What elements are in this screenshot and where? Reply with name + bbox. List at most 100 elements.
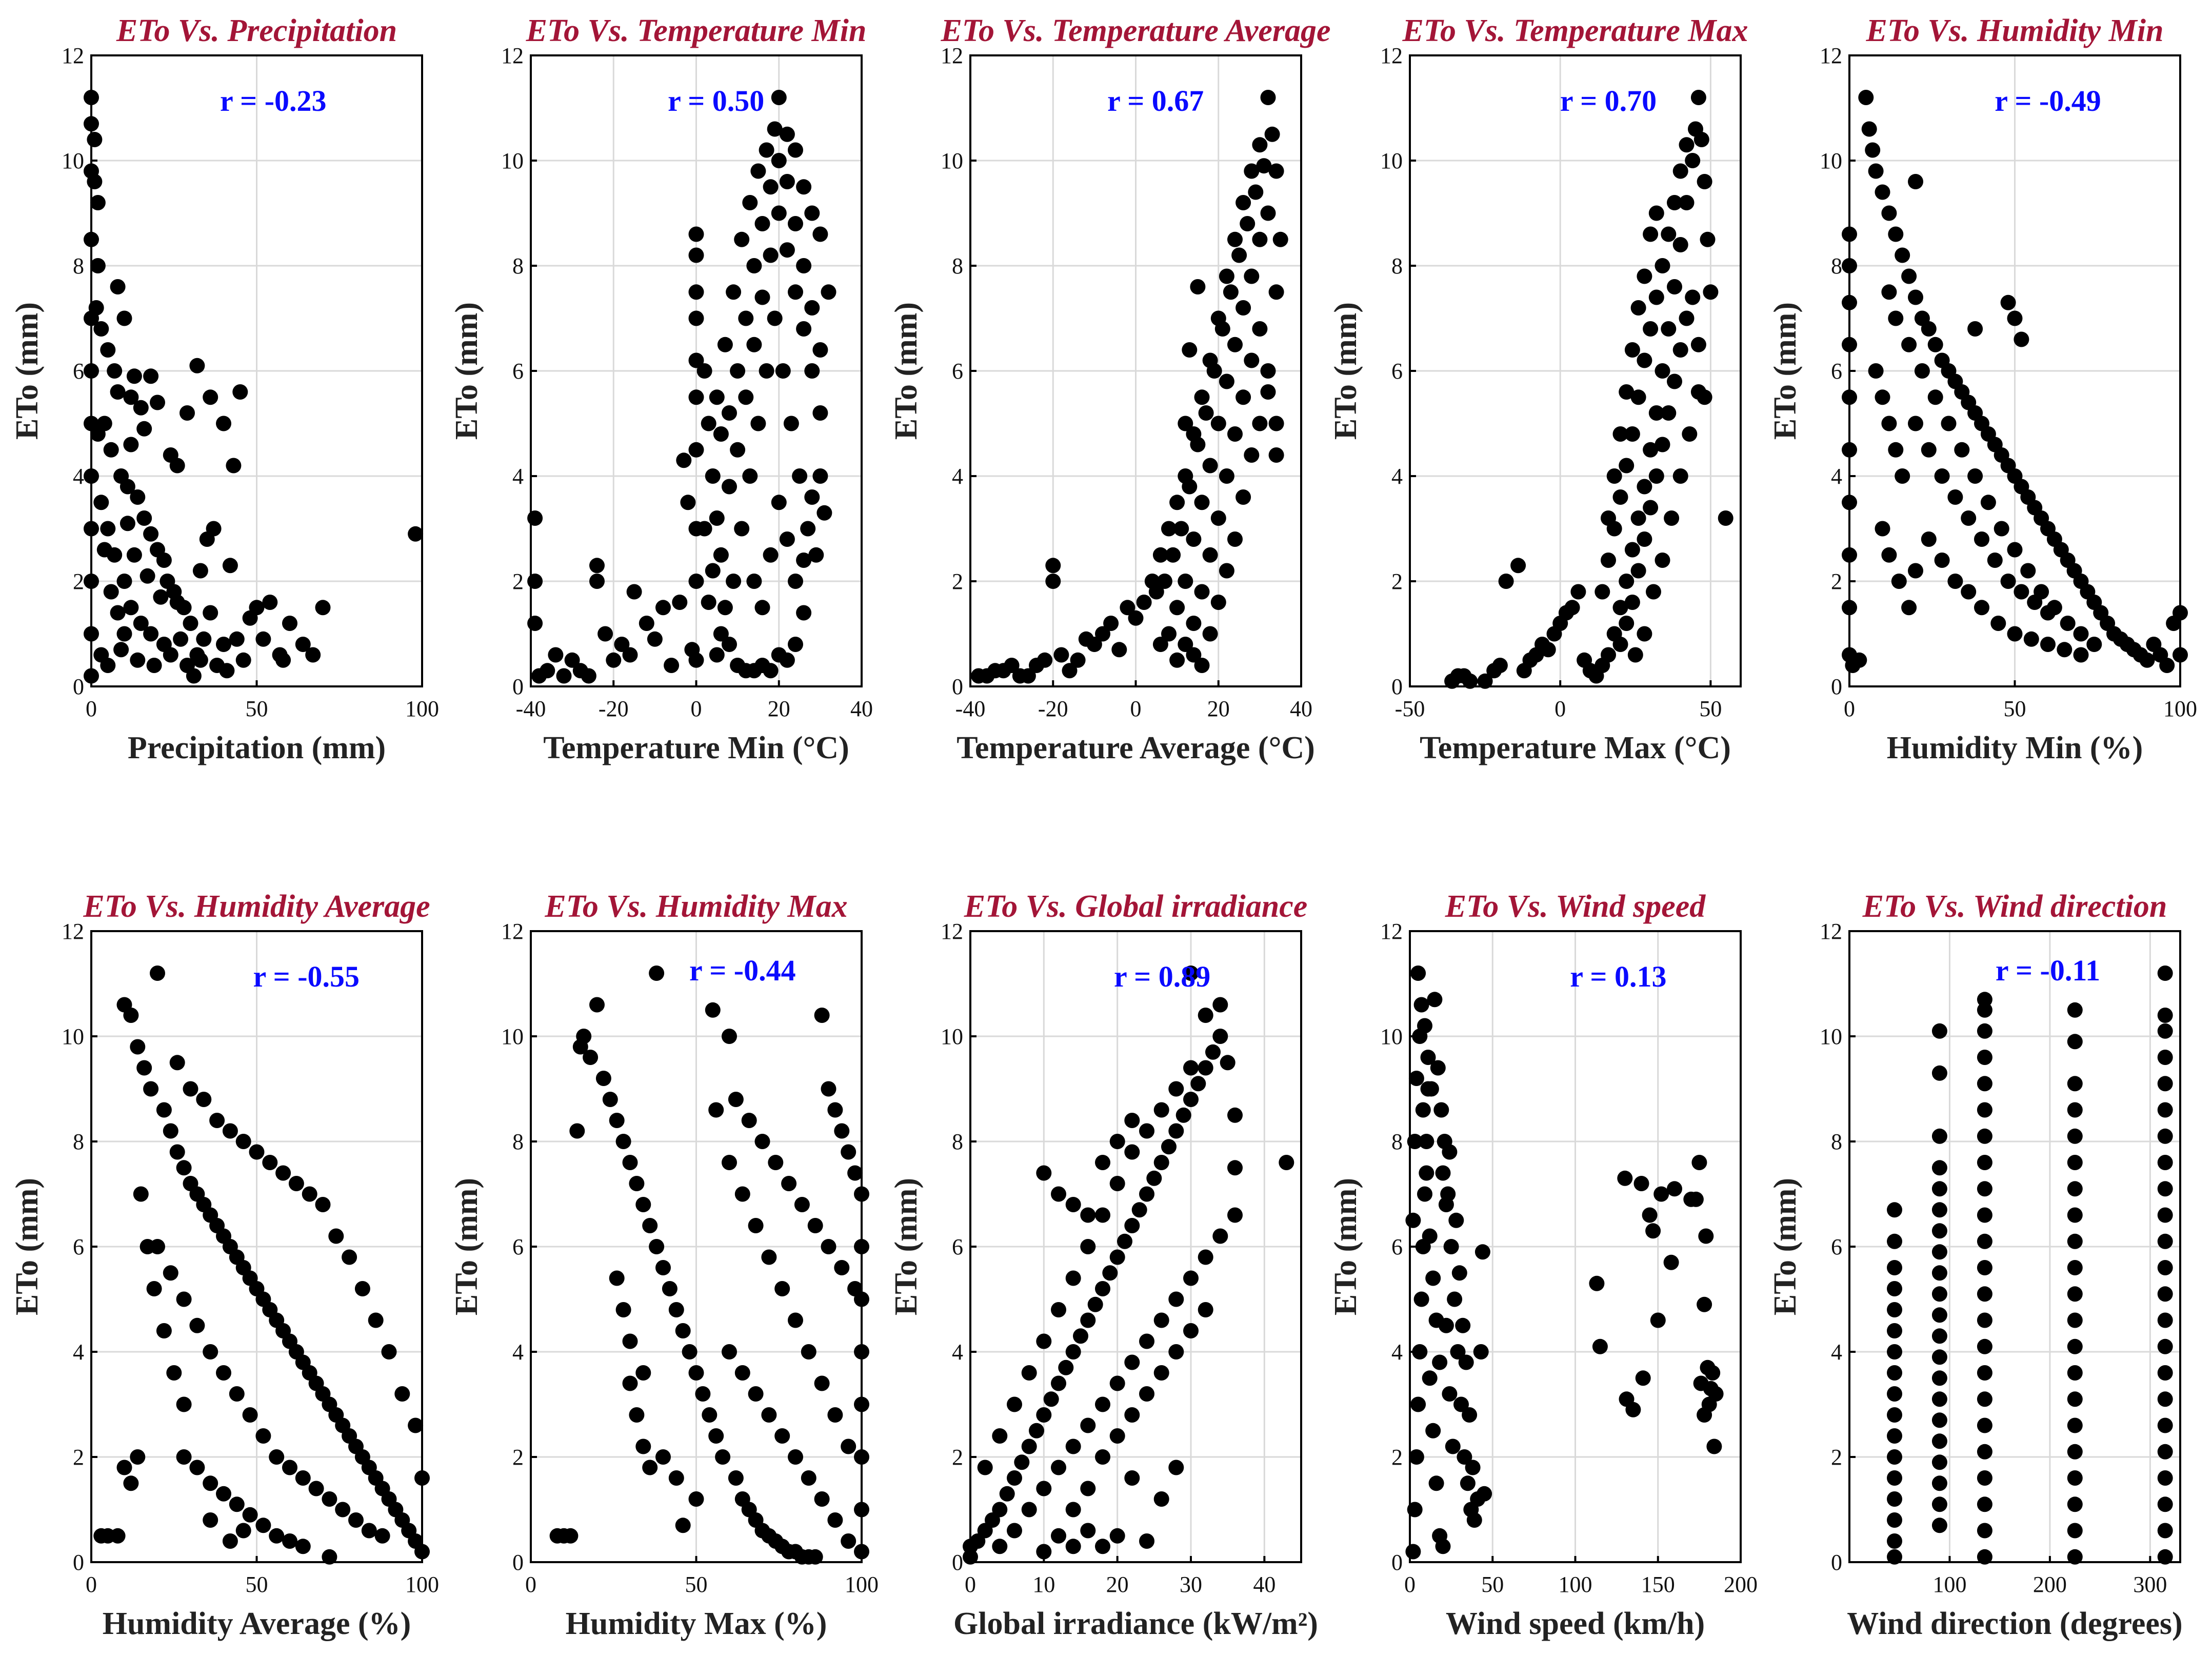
y-tick-label: 6	[73, 1234, 84, 1259]
data-point	[763, 247, 779, 263]
data-point	[1447, 1291, 1463, 1307]
data-point	[1408, 1071, 1424, 1086]
data-point	[1637, 626, 1652, 642]
data-point	[834, 1123, 850, 1139]
y-tick-label: 10	[941, 148, 963, 173]
data-point	[1109, 1249, 1125, 1265]
data-point	[1643, 500, 1659, 516]
data-point	[734, 1186, 750, 1202]
data-point	[569, 1123, 585, 1139]
data-point	[342, 1249, 357, 1265]
data-point	[1888, 226, 1904, 242]
data-point	[1413, 1291, 1429, 1307]
x-tick-label: 100	[845, 1572, 879, 1597]
data-point	[1210, 595, 1226, 610]
data-point	[668, 1470, 684, 1486]
data-point	[1700, 231, 1716, 247]
data-point	[1095, 1396, 1110, 1412]
data-point	[2067, 1391, 2083, 1407]
data-point	[717, 600, 733, 616]
correlation-label: r = -0.49	[1995, 84, 2101, 117]
data-point	[794, 1197, 810, 1212]
data-point	[2067, 1444, 2083, 1460]
data-point	[2157, 1008, 2173, 1023]
data-point	[2067, 1102, 2083, 1118]
data-point	[1455, 1317, 1471, 1333]
data-point	[2067, 1470, 2083, 1486]
data-point	[713, 547, 729, 563]
data-point	[229, 1496, 245, 1512]
y-tick-label: 4	[1831, 464, 1842, 489]
data-point	[1601, 510, 1616, 526]
data-point	[680, 495, 696, 510]
y-tick-label: 0	[1391, 1550, 1403, 1575]
data-point	[116, 626, 132, 642]
data-point	[130, 652, 146, 668]
data-point	[1103, 616, 1119, 631]
data-point	[1124, 1113, 1140, 1128]
data-point	[696, 521, 712, 537]
data-point	[123, 600, 139, 616]
data-point	[189, 1460, 205, 1475]
data-point	[583, 1050, 599, 1065]
data-point	[1931, 1328, 1947, 1344]
data-point	[1037, 652, 1053, 668]
chart-title: ETo Vs. Precipitation	[116, 13, 397, 48]
chart-title: ETo Vs. Humidity Max	[544, 889, 847, 924]
data-point	[1977, 1260, 1992, 1275]
data-point	[136, 1060, 152, 1076]
data-point	[96, 542, 112, 558]
data-point	[763, 547, 779, 563]
data-point	[629, 1176, 645, 1191]
data-point	[675, 1518, 691, 1533]
data-point	[1153, 1491, 1169, 1507]
data-point	[1931, 1518, 1947, 1533]
data-point	[781, 1176, 797, 1191]
data-point	[1148, 584, 1164, 600]
y-axis-label: ETo (mm)	[1328, 1178, 1363, 1315]
data-point	[821, 284, 836, 300]
data-point	[1643, 226, 1659, 242]
data-point	[1601, 553, 1616, 568]
data-point	[1457, 1449, 1472, 1465]
data-point	[2067, 1496, 2083, 1512]
data-point	[1036, 1481, 1052, 1496]
data-point	[1136, 595, 1152, 610]
data-point	[816, 505, 832, 521]
data-point	[2157, 1076, 2173, 1092]
data-point	[717, 337, 733, 352]
data-point	[2040, 637, 2056, 652]
data-point	[1419, 1165, 1434, 1181]
y-tick-label: 8	[952, 253, 963, 279]
data-point	[1887, 1512, 1902, 1528]
data-point	[1153, 1365, 1169, 1381]
x-tick-label: 100	[2163, 696, 2197, 721]
y-tick-label: 4	[512, 464, 524, 489]
data-point	[2007, 542, 2023, 558]
data-point	[2067, 1034, 2083, 1050]
data-point	[1073, 1328, 1088, 1344]
data-point	[2139, 652, 2155, 668]
y-tick-label: 6	[1831, 1234, 1842, 1259]
data-point	[1980, 495, 1996, 510]
data-points	[1444, 90, 1733, 689]
data-point	[1642, 1207, 1658, 1223]
y-tick-label: 0	[952, 674, 963, 699]
data-point	[232, 384, 248, 400]
x-tick-label: 0	[1404, 1572, 1416, 1597]
y-tick-label: 2	[512, 1445, 524, 1470]
data-point	[1887, 1202, 1902, 1218]
data-point	[100, 658, 116, 673]
data-point	[1693, 132, 1709, 147]
data-point	[1881, 416, 1897, 431]
data-point	[2007, 626, 2023, 642]
data-point	[90, 195, 106, 210]
data-point	[1637, 531, 1652, 547]
data-point	[348, 1512, 364, 1528]
y-tick-label: 8	[1391, 253, 1403, 279]
data-point	[2067, 1002, 2083, 1018]
data-point	[1630, 389, 1646, 405]
data-point	[774, 1428, 790, 1444]
data-point	[1161, 626, 1177, 642]
data-point	[1080, 1417, 1096, 1433]
